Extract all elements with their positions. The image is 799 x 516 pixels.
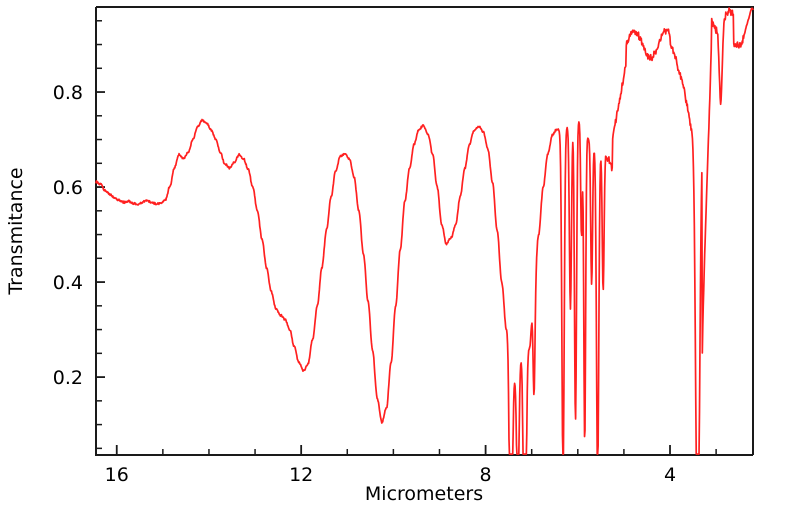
spectrum-trace-group [95, 7, 754, 455]
axis-frame-left-bottom [95, 7, 753, 456]
y-axis-ticks [96, 20, 105, 450]
spectrum-line [95, 7, 754, 455]
y-axis-tick-labels: 0.2 0.4 0.6 0.8 [53, 82, 83, 389]
x-tick-label: 12 [289, 464, 313, 486]
x-tick-label: 4 [664, 464, 676, 486]
y-tick-label: 0.8 [53, 82, 83, 104]
axis-frame-top-right [96, 6, 754, 455]
x-tick-label: 16 [105, 464, 129, 486]
x-axis-tick-labels: 16 12 8 4 [105, 464, 676, 486]
y-tick-label: 0.2 [53, 367, 83, 389]
y-tick-label: 0.4 [53, 272, 83, 294]
x-tick-label: 8 [480, 464, 492, 486]
x-axis-ticks [115, 445, 717, 455]
x-axis-title: Micrometers [365, 483, 483, 505]
plot-frame [95, 6, 754, 456]
y-axis-title: Transmitance [5, 167, 27, 295]
y-tick-label: 0.6 [53, 177, 83, 199]
